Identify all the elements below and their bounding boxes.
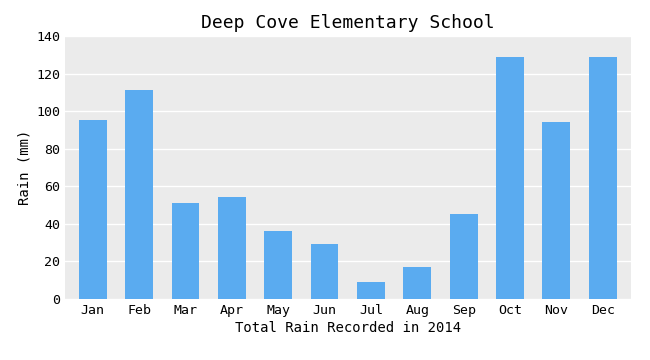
- Bar: [450, 214, 478, 299]
- Bar: [218, 197, 246, 299]
- Y-axis label: Rain (mm): Rain (mm): [18, 130, 32, 205]
- Bar: [125, 90, 153, 299]
- Title: Deep Cove Elementary School: Deep Cove Elementary School: [201, 14, 495, 32]
- Bar: [311, 244, 339, 299]
- Bar: [404, 267, 431, 299]
- X-axis label: Total Rain Recorded in 2014: Total Rain Recorded in 2014: [235, 321, 461, 335]
- Bar: [79, 121, 107, 299]
- Bar: [589, 57, 617, 299]
- Bar: [172, 203, 200, 299]
- Bar: [357, 282, 385, 299]
- Bar: [496, 57, 524, 299]
- Bar: [543, 122, 570, 299]
- Bar: [265, 231, 292, 299]
